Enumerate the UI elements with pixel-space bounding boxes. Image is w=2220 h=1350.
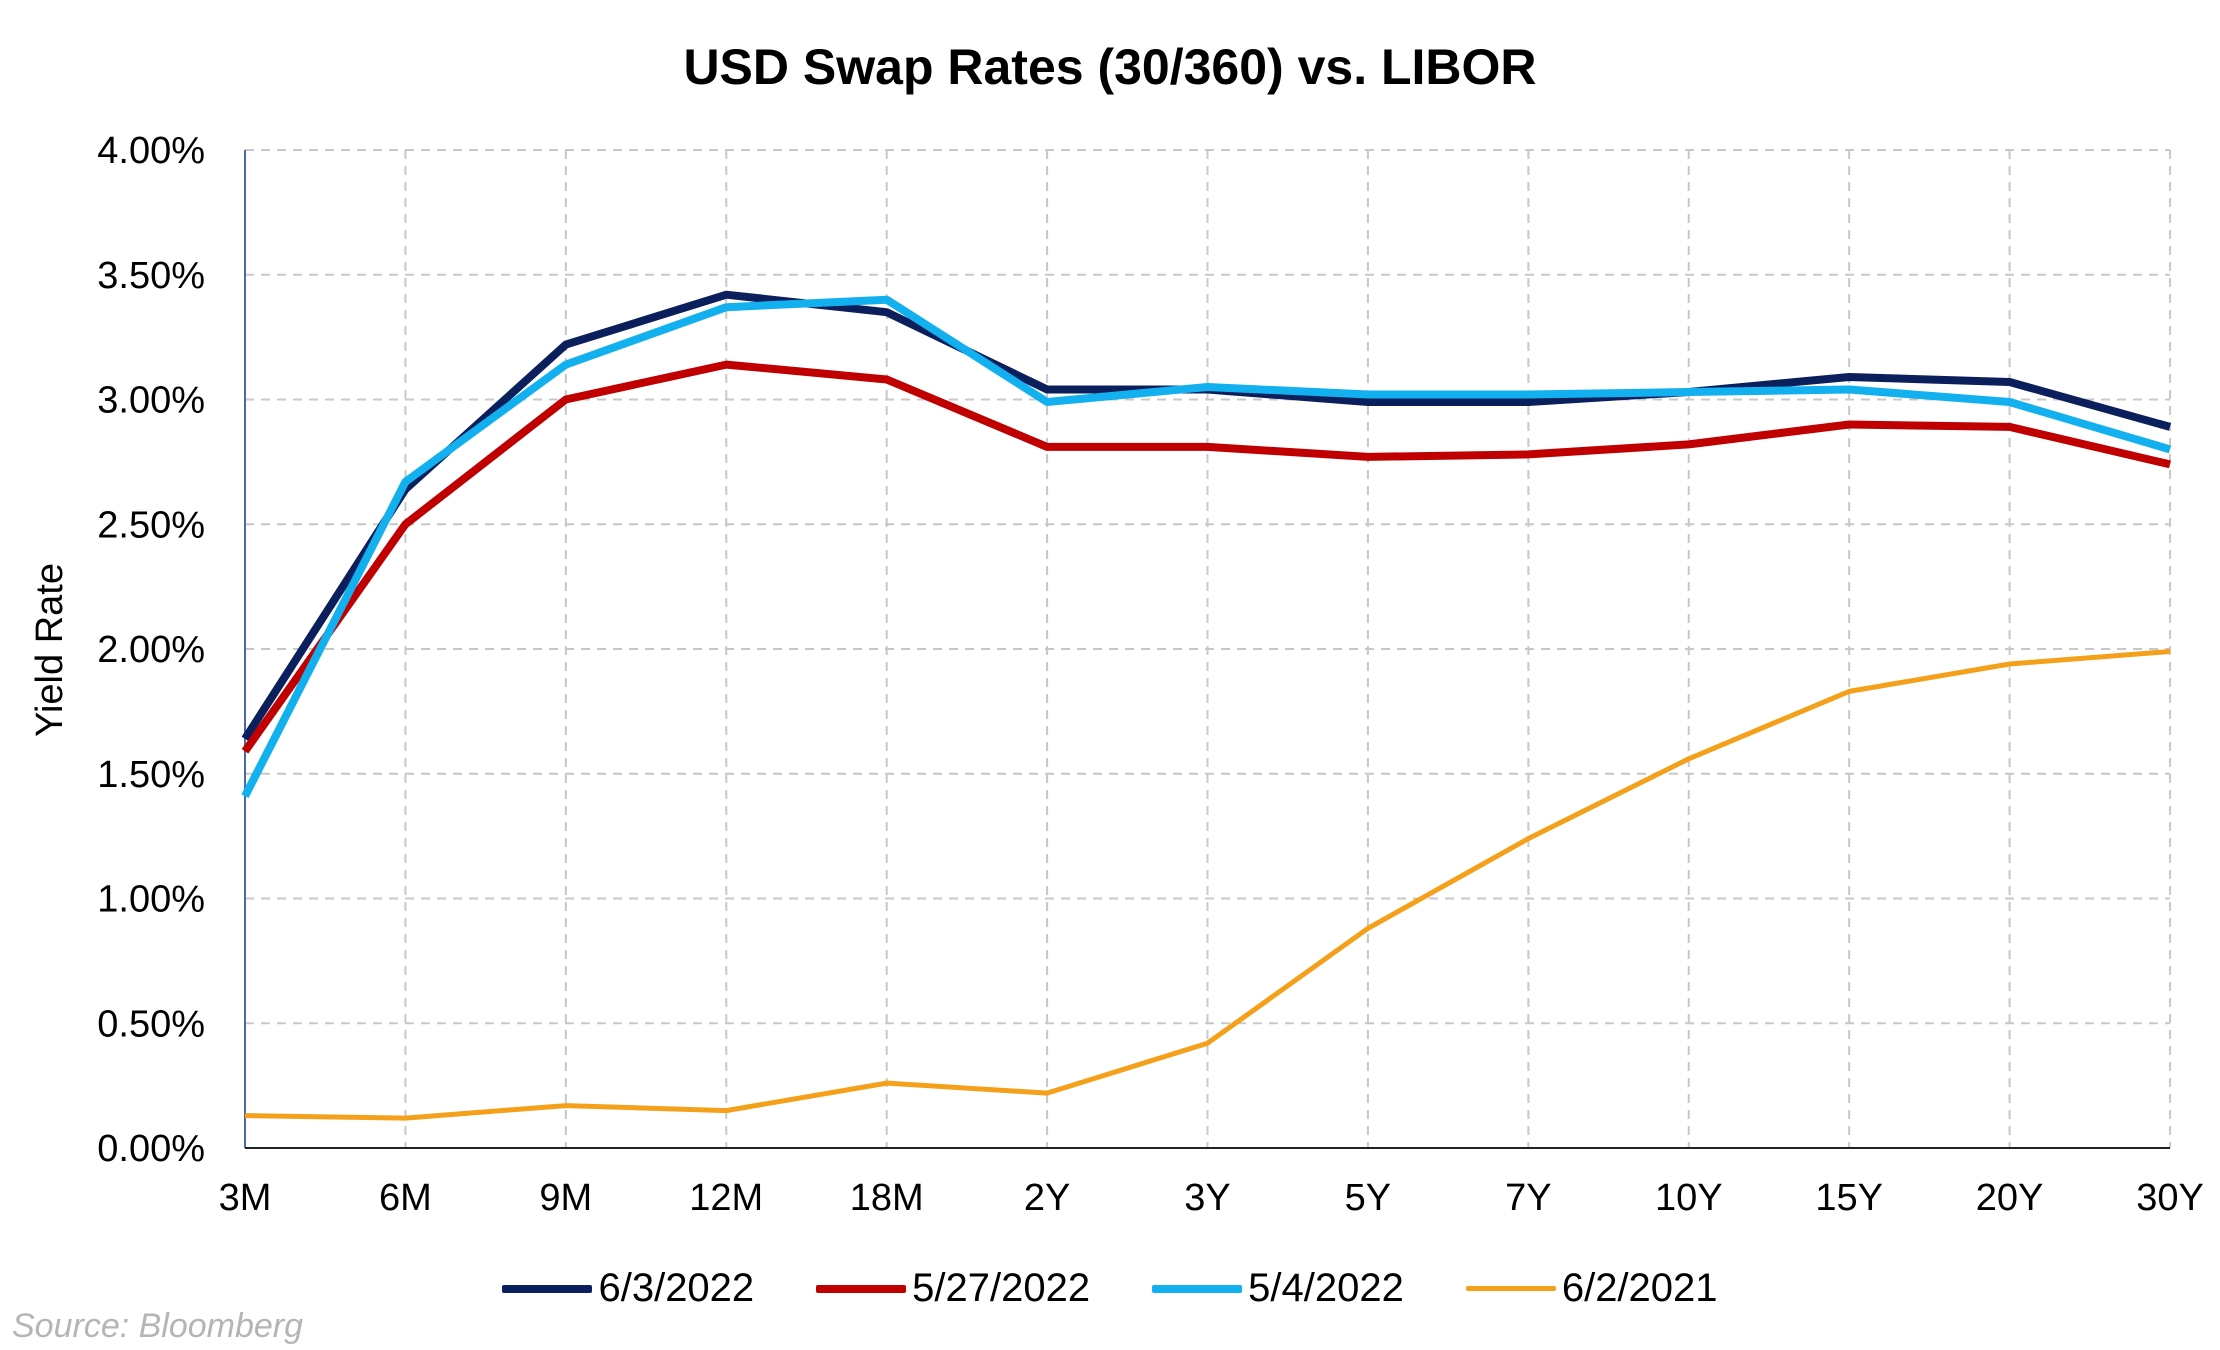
series-lines xyxy=(241,290,2172,1121)
legend-swatch xyxy=(816,1284,907,1293)
legend-item: 6/2/2021 xyxy=(1465,1266,1718,1311)
line-chart: 0.00% 0.50% 1.00% 1.50% 2.00% 2.50% 3.00% 3.50%… xyxy=(29,130,2204,1219)
legend-swatch xyxy=(1152,1284,1243,1293)
source-note: Source: Bloomberg xyxy=(12,1307,304,1345)
legend-swatch xyxy=(502,1284,593,1293)
legend-item: 5/27/2022 xyxy=(816,1266,1090,1311)
x-tick-label: 30Y xyxy=(2136,1177,2204,1219)
y-tick-label: 3.00% xyxy=(97,380,205,422)
x-tick-label: 5Y xyxy=(1345,1177,1391,1219)
x-tick-label: 9M xyxy=(539,1177,592,1219)
y-tick-label: 0.00% xyxy=(97,1128,205,1170)
axes xyxy=(244,150,2170,1149)
legend: 6/3/2022 5/27/2022 5/4/2022 6/2/2021 xyxy=(0,1266,2220,1311)
x-tick-label: 18M xyxy=(850,1177,924,1219)
y-tick-labels: 0.00% 0.50% 1.00% 1.50% 2.00% 2.50% 3.00% 3.50%… xyxy=(97,130,205,1170)
series-line-1 xyxy=(241,360,2171,754)
x-tick-label: 6M xyxy=(379,1177,432,1219)
y-tick-label: 2.50% xyxy=(97,504,205,546)
y-tick-label: 3.50% xyxy=(97,255,205,297)
x-tick-label: 12M xyxy=(689,1177,763,1219)
x-tick-label: 15Y xyxy=(1815,1177,1883,1219)
chart-title: USD Swap Rates (30/360) vs. LIBOR xyxy=(683,39,1537,95)
legend-label: 6/2/2021 xyxy=(1561,1266,1718,1310)
y-tick-label: 2.00% xyxy=(97,629,205,671)
x-tick-labels: 3M 6M 9M 12M 18M 2Y 3Y 5Y 7Y 10Y 15Y 20Y 30Y xyxy=(219,1177,2204,1219)
series-line-2 xyxy=(241,295,2172,799)
y-tick-label: 1.00% xyxy=(97,879,205,921)
x-tick-label: 20Y xyxy=(1976,1177,2044,1219)
y-tick-label: 1.50% xyxy=(97,754,205,796)
x-tick-label: 2Y xyxy=(1024,1177,1070,1219)
gridlines xyxy=(245,149,2171,1148)
legend-label: 5/4/2022 xyxy=(1248,1266,1404,1310)
x-tick-label: 3M xyxy=(219,1177,272,1219)
legend-item: 5/4/2022 xyxy=(1152,1266,1404,1311)
legend-item: 6/3/2022 xyxy=(502,1266,754,1311)
series-line-3 xyxy=(244,649,2171,1121)
x-tick-label: 3Y xyxy=(1184,1177,1230,1219)
x-tick-label: 10Y xyxy=(1655,1177,1723,1219)
legend-label: 5/27/2022 xyxy=(912,1266,1091,1310)
y-tick-label: 0.50% xyxy=(97,1003,205,1045)
legend-swatch xyxy=(1465,1286,1556,1291)
x-tick-label: 7Y xyxy=(1505,1177,1551,1219)
y-axis-title: Yield Rate xyxy=(29,563,71,737)
legend-label: 6/3/2022 xyxy=(598,1266,755,1310)
y-tick-label: 4.00% xyxy=(97,130,205,172)
